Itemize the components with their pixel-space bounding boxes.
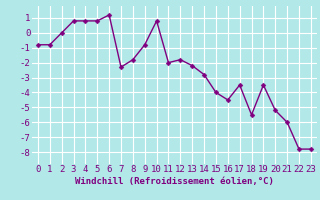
- X-axis label: Windchill (Refroidissement éolien,°C): Windchill (Refroidissement éolien,°C): [75, 177, 274, 186]
